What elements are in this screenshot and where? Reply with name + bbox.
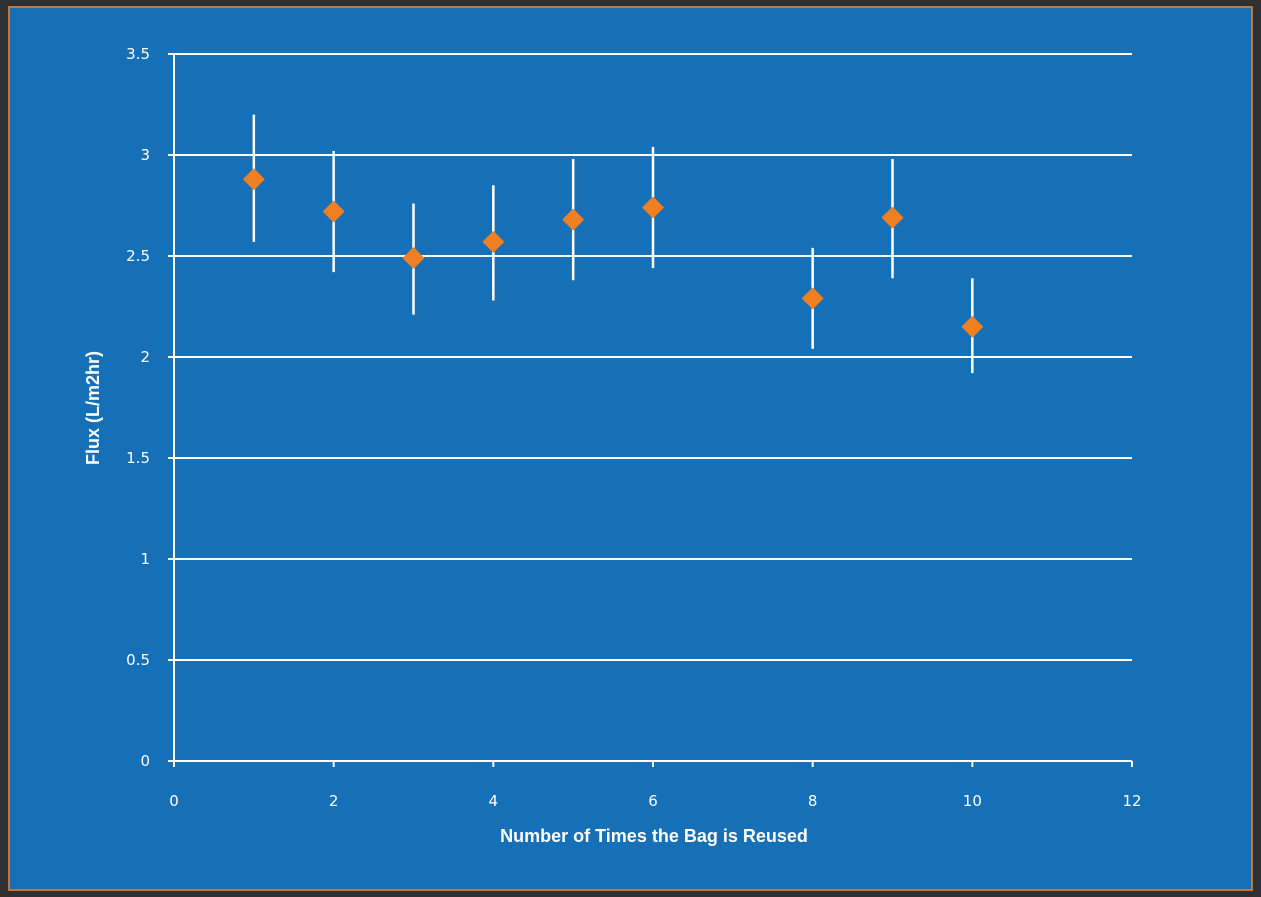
error-bars	[252, 114, 974, 374]
data-point-0	[242, 168, 265, 191]
x-tick-label-2: 4	[489, 792, 499, 810]
y-tick-label-0: 0	[140, 752, 150, 770]
data-point-1	[322, 200, 345, 223]
data-point-4	[562, 208, 585, 231]
chart-panel	[8, 6, 1253, 891]
y-tick-label-3: 1.5	[126, 449, 150, 467]
x-tick-label-1: 2	[329, 792, 339, 810]
x-tick-label-6: 12	[1122, 792, 1141, 810]
y-tick-label-2: 1	[140, 550, 150, 568]
y-tick-label-1: 0.5	[126, 651, 150, 669]
axes	[168, 53, 1133, 767]
data-point-5	[642, 196, 664, 219]
x-axis-title: Number of Times the Bag is Reused	[500, 826, 808, 846]
data-point-6	[801, 287, 824, 310]
y-tick-label-5: 2.5	[126, 247, 150, 265]
y-tick-label-7: 3.5	[126, 45, 150, 63]
data-point-7	[881, 206, 904, 229]
x-tick-label-3: 6	[648, 792, 658, 810]
data-points	[242, 168, 984, 338]
y-tick-label-6: 3	[140, 146, 150, 164]
y-tick-labels: 0 0.5 1 1.5 2 2.5 3 3.5	[126, 45, 150, 770]
x-tick-labels: 0 2 4 6 8 10 12	[169, 792, 1141, 810]
data-point-8	[961, 315, 984, 338]
gridlines	[174, 53, 1132, 661]
y-axis-title: Flux (L/m2hr)	[83, 351, 103, 465]
x-tick-label-4: 8	[808, 792, 818, 810]
x-tick-label-5: 10	[963, 792, 982, 810]
y-tick-label-4: 2	[140, 348, 150, 366]
x-tick-label-0: 0	[169, 792, 179, 810]
data-point-2	[402, 247, 425, 270]
data-point-3	[482, 230, 505, 253]
